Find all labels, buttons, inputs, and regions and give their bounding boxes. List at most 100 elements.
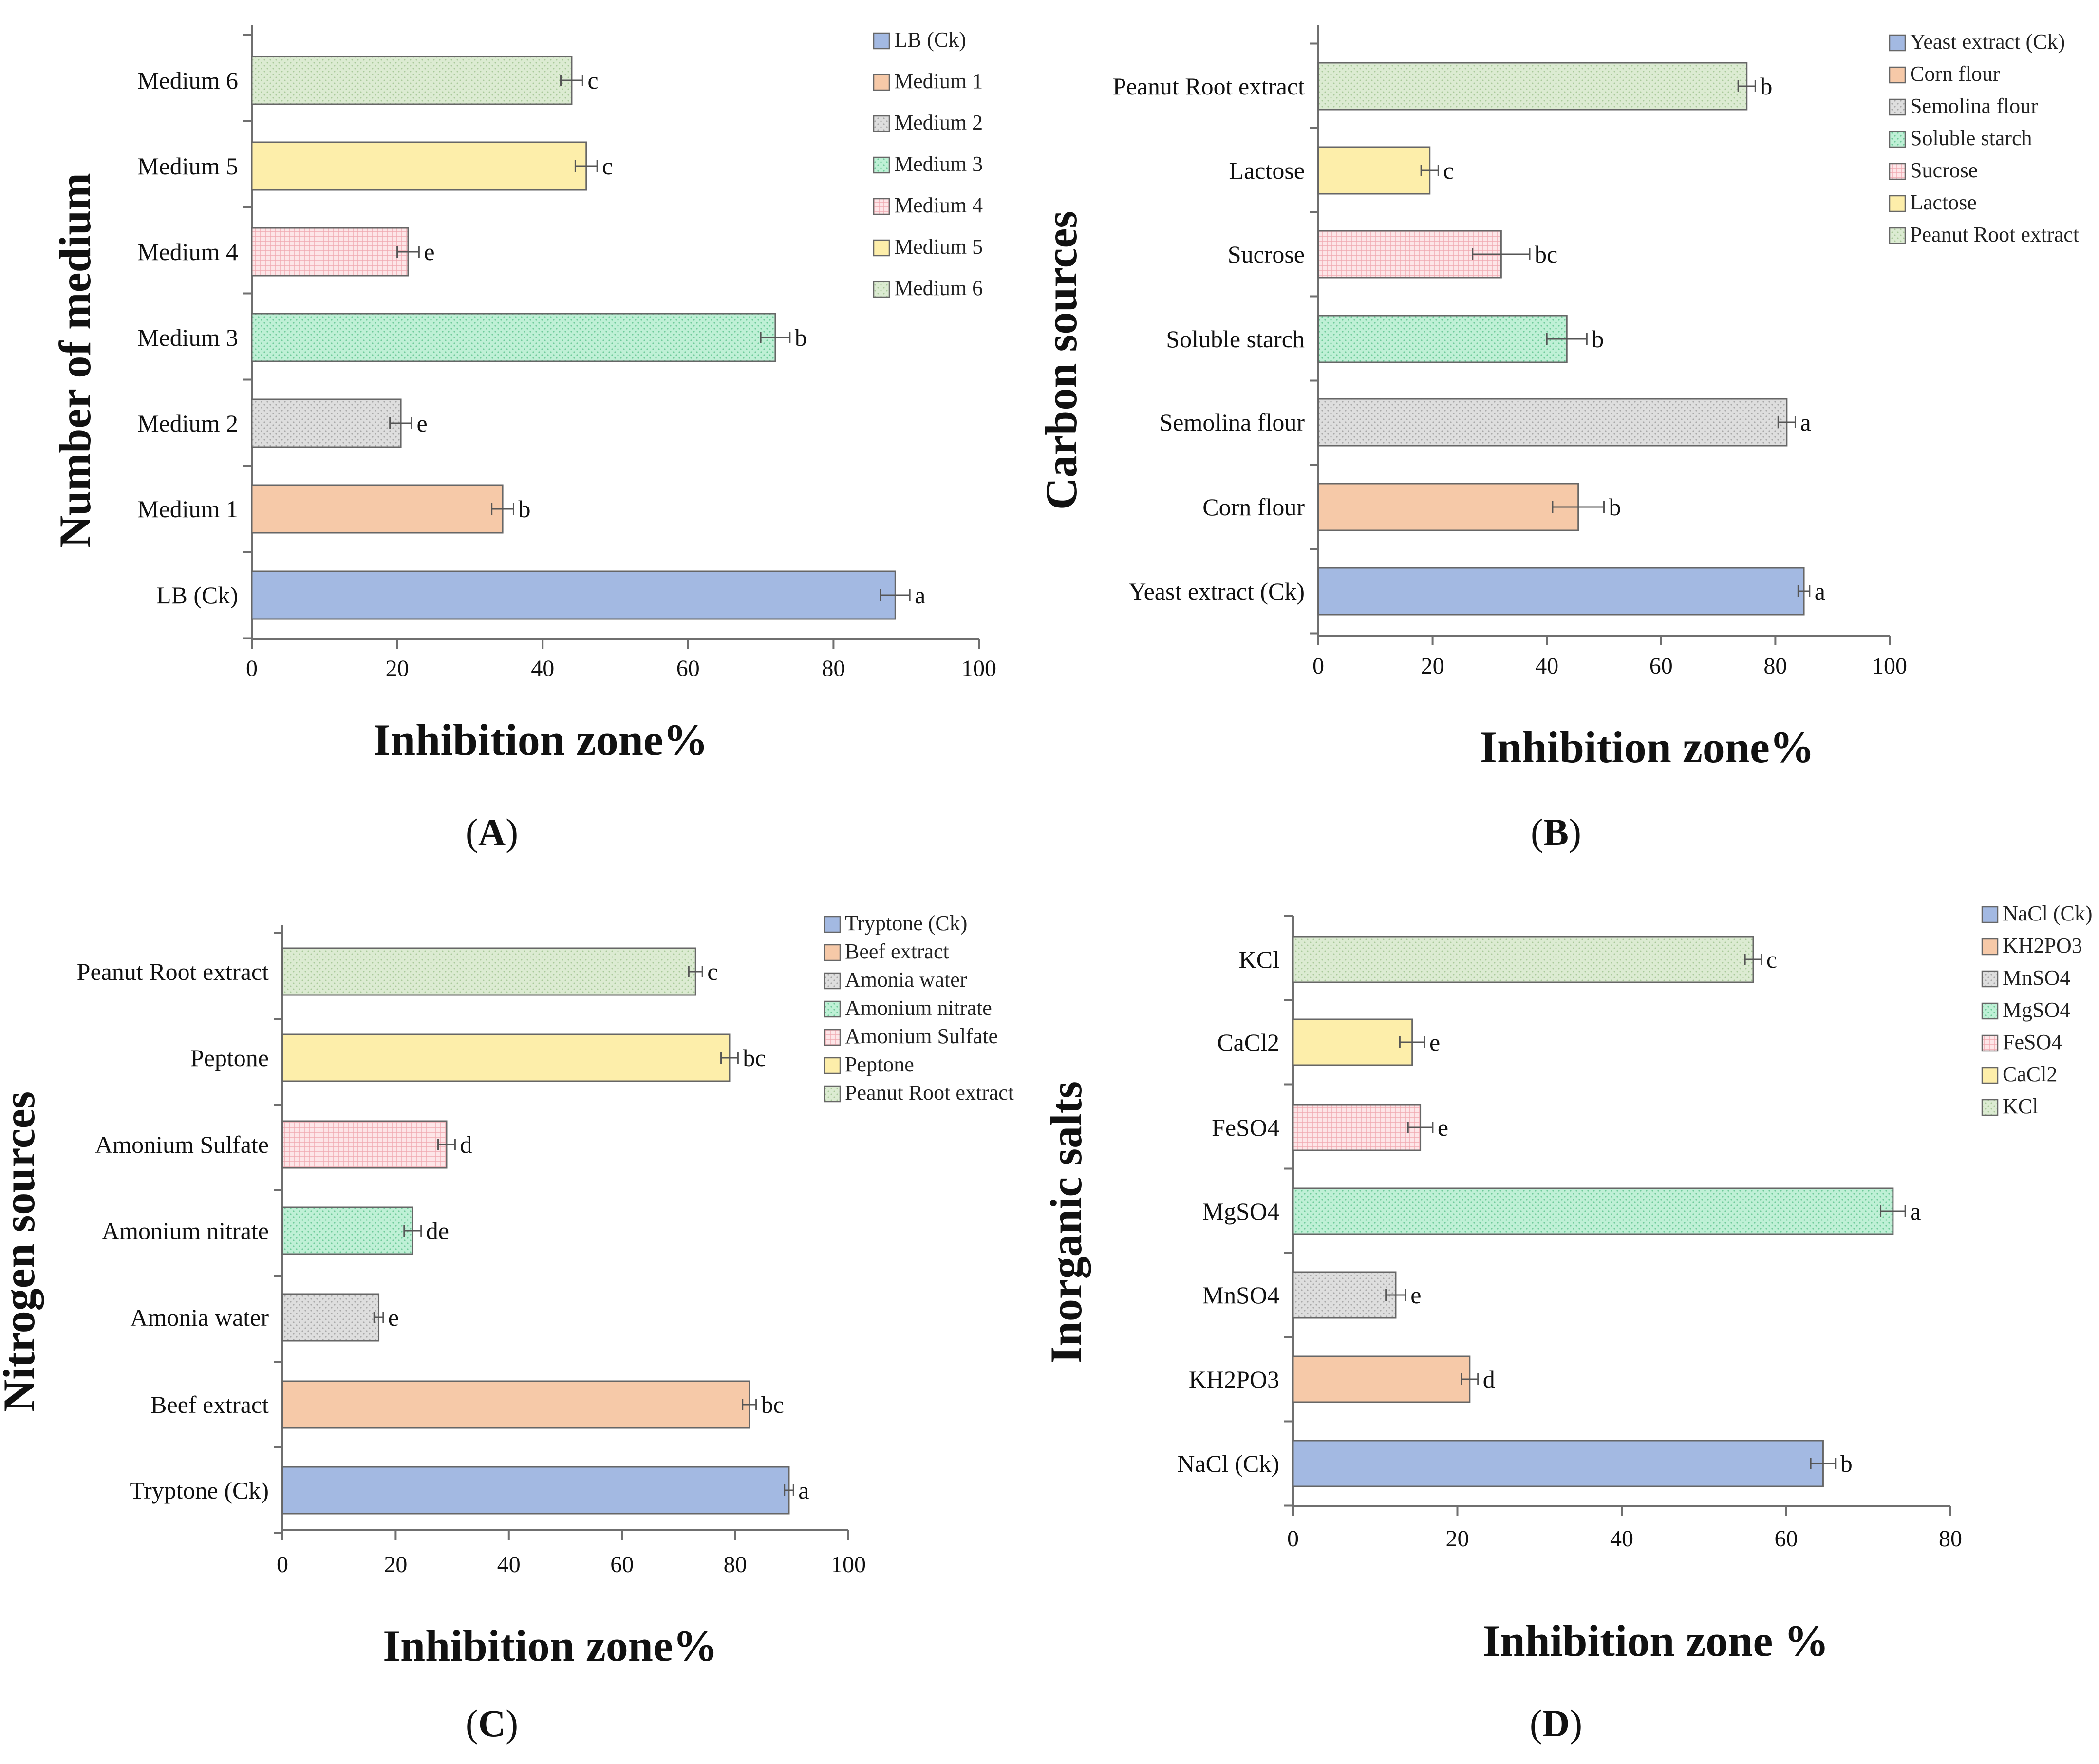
x-tick-label: 40 bbox=[531, 656, 554, 681]
x-tick-label: 20 bbox=[386, 656, 409, 681]
bar-feso4 bbox=[1292, 1104, 1422, 1151]
legend-swatch bbox=[1889, 34, 1906, 52]
category-label: Tryptone (Ck) bbox=[130, 1477, 269, 1504]
bar-lactose bbox=[1317, 146, 1431, 195]
y-axis-title: Nitrogen sources bbox=[0, 1091, 44, 1412]
significance-label: bc bbox=[743, 1044, 766, 1071]
legend-swatch bbox=[1981, 1034, 1999, 1052]
category-label: Medium 6 bbox=[137, 67, 238, 94]
x-axis-title: Inhibition zone% bbox=[373, 715, 708, 765]
bar-kcl bbox=[1292, 936, 1754, 983]
legend-label: Medium 2 bbox=[894, 111, 983, 134]
legend-swatch bbox=[1889, 227, 1906, 244]
legend-label: Peanut Root extract bbox=[845, 1081, 1014, 1105]
panel-label: (D) bbox=[1530, 1702, 1582, 1745]
bar-mgso4 bbox=[1292, 1187, 1894, 1235]
category-label: Sucrose bbox=[1228, 241, 1305, 268]
category-label: Peptone bbox=[190, 1044, 269, 1071]
significance-label: b bbox=[518, 495, 530, 523]
legend-swatch bbox=[873, 281, 890, 298]
legend-label: Amonia water bbox=[845, 968, 967, 992]
panel-label: (B) bbox=[1531, 811, 1581, 853]
category-label: MnSO4 bbox=[1202, 1281, 1279, 1309]
y-axis-title: Number of medium bbox=[50, 173, 100, 548]
significance-label: d bbox=[1483, 1366, 1495, 1393]
legend-swatch bbox=[824, 1029, 841, 1046]
panel-b-chart: 0 20 40 60 80 100 a Yeast extract (Ck) b Corn flo… bbox=[1036, 25, 2079, 853]
category-label: KCl bbox=[1239, 946, 1279, 973]
legend-label: Corn flour bbox=[1910, 62, 2000, 86]
x-tick-label: 60 bbox=[1649, 653, 1673, 679]
significance-label: a bbox=[798, 1477, 809, 1504]
x-tick-label: 80 bbox=[822, 656, 845, 681]
bar-kh2po3 bbox=[1292, 1355, 1471, 1403]
y-axis-title: Carbon sources bbox=[1036, 211, 1086, 510]
category-label: Semolina flour bbox=[1159, 409, 1305, 436]
significance-label: a bbox=[915, 582, 925, 609]
x-tick-label: 100 bbox=[961, 656, 996, 681]
bar-amonium-sulfate bbox=[281, 1120, 448, 1169]
legend-label: Soluble starch bbox=[1910, 126, 2032, 150]
legend-swatch bbox=[873, 239, 890, 257]
legend-label: LB (Ck) bbox=[894, 28, 966, 52]
panel-label: (C) bbox=[466, 1702, 518, 1745]
legend-label: Sucrose bbox=[1910, 158, 1978, 182]
x-axis-title: Inhibition zone % bbox=[1483, 1616, 1829, 1666]
legend-swatch bbox=[824, 1057, 841, 1074]
bar-yeast-extract-ck bbox=[1317, 567, 1805, 616]
bar-peanut-root-extract bbox=[1317, 62, 1748, 111]
category-label: Medium 3 bbox=[137, 324, 238, 351]
x-tick-label: 80 bbox=[724, 1552, 747, 1577]
bar-semolina-flour bbox=[1317, 398, 1788, 447]
x-tick-label: 0 bbox=[1312, 653, 1324, 679]
significance-label: c bbox=[602, 152, 613, 180]
significance-label: a bbox=[1815, 578, 1825, 605]
significance-label: bc bbox=[761, 1391, 784, 1418]
legend-label: Medium 6 bbox=[894, 276, 983, 300]
bar-peptone bbox=[281, 1033, 731, 1082]
bar-medium-5 bbox=[251, 141, 587, 191]
bar-nacl-ck bbox=[1292, 1440, 1824, 1487]
bar-medium-1 bbox=[251, 484, 504, 534]
x-tick-label: 40 bbox=[1535, 653, 1558, 679]
category-label: MgSO4 bbox=[1202, 1198, 1279, 1225]
legend-swatch bbox=[824, 972, 841, 990]
x-axis-title: Inhibition zone% bbox=[1480, 722, 1815, 772]
legend-label: FeSO4 bbox=[2003, 1030, 2062, 1054]
bar-medium-4 bbox=[251, 227, 409, 277]
significance-label: b bbox=[1592, 325, 1604, 353]
legend-swatch bbox=[1981, 906, 1999, 923]
significance-label: e bbox=[388, 1304, 399, 1331]
legend-swatch bbox=[873, 115, 890, 132]
x-tick-label: 0 bbox=[1287, 1526, 1299, 1552]
bar-lb-ck bbox=[251, 570, 896, 620]
x-tick-label: 60 bbox=[610, 1552, 634, 1577]
bar-corn-flour bbox=[1317, 483, 1579, 531]
category-label: Beef extract bbox=[150, 1391, 269, 1418]
legend-swatch bbox=[1889, 98, 1906, 116]
category-label: LB (Ck) bbox=[156, 582, 238, 609]
legend-label: CaCl2 bbox=[2003, 1062, 2057, 1086]
significance-label: e bbox=[416, 410, 427, 437]
category-label: Medium 4 bbox=[137, 238, 238, 265]
x-tick-label: 40 bbox=[497, 1552, 521, 1577]
x-tick-label: 20 bbox=[1446, 1526, 1469, 1552]
legend-swatch bbox=[824, 944, 841, 961]
bar-amonium-nitrate bbox=[281, 1206, 413, 1255]
legend-label: Medium 4 bbox=[894, 193, 983, 217]
legend-label: NaCl (Ck) bbox=[2003, 901, 2093, 925]
x-tick-label: 0 bbox=[246, 656, 258, 681]
category-label: KH2PO3 bbox=[1189, 1366, 1279, 1393]
legend-label: Tryptone (Ck) bbox=[845, 911, 967, 935]
legend-label: Amonium nitrate bbox=[845, 996, 992, 1020]
significance-label: c bbox=[587, 67, 598, 94]
significance-label: de bbox=[426, 1217, 449, 1244]
legend-swatch bbox=[1889, 195, 1906, 212]
category-label: Medium 5 bbox=[137, 152, 238, 180]
legend-label: Medium 1 bbox=[894, 69, 983, 93]
category-label: FeSO4 bbox=[1212, 1114, 1279, 1141]
legend-label: Peanut Root extract bbox=[1910, 223, 2079, 246]
significance-label: e bbox=[1410, 1281, 1421, 1309]
significance-label: c bbox=[707, 958, 718, 985]
category-label: Soluble starch bbox=[1166, 325, 1305, 353]
